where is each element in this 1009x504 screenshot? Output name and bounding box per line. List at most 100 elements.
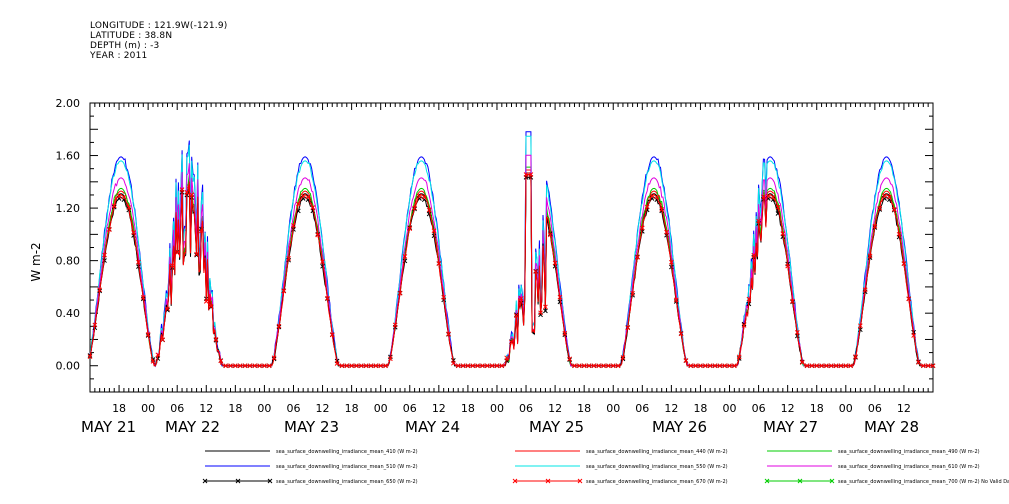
x-hour-label: 18 xyxy=(461,402,475,415)
data-point xyxy=(824,363,829,369)
x-day-label: MAY 25 xyxy=(529,418,584,436)
x-hour-label: 18 xyxy=(228,402,242,415)
data-point xyxy=(121,194,127,200)
legend-label: sea_surface_downwelling_irradiance_mean_… xyxy=(276,479,418,485)
data-point xyxy=(160,337,166,343)
data-point xyxy=(87,354,93,360)
data-point xyxy=(315,232,321,238)
data-point xyxy=(97,287,103,293)
data-point xyxy=(203,299,209,304)
data-point xyxy=(930,363,936,369)
data-point xyxy=(799,360,805,365)
data-point xyxy=(247,363,253,369)
data-point xyxy=(107,227,112,232)
data-point xyxy=(901,261,907,267)
y-tick-label: 1.60 xyxy=(56,150,81,163)
y-tick-label: 2.00 xyxy=(56,97,81,110)
x-hour-label: 18 xyxy=(693,402,707,415)
data-point xyxy=(325,295,330,301)
data-point xyxy=(465,363,471,369)
data-point xyxy=(383,363,388,369)
data-point xyxy=(727,363,732,369)
depth-label: DEPTH (m) : -3 xyxy=(90,41,160,51)
data-point xyxy=(455,363,461,369)
y-tick-label: 0.80 xyxy=(56,255,81,268)
data-point xyxy=(601,363,606,369)
x-hour-label: 18 xyxy=(577,402,591,415)
data-point xyxy=(131,230,136,235)
data-point xyxy=(649,193,655,199)
data-point xyxy=(804,363,810,369)
y-tick-label: 0.40 xyxy=(56,307,81,320)
data-point xyxy=(140,295,146,300)
data-point xyxy=(547,232,553,238)
data-point xyxy=(480,363,485,369)
data-point xyxy=(683,358,689,363)
data-point xyxy=(639,229,645,234)
x-hour-label: 06 xyxy=(868,402,882,415)
data-point xyxy=(678,331,684,337)
data-point xyxy=(925,363,931,369)
x-hour-label: 06 xyxy=(403,402,417,415)
data-point xyxy=(412,205,417,211)
data-point xyxy=(581,363,587,369)
x-hour-label: 00 xyxy=(257,402,271,415)
data-point xyxy=(828,363,834,369)
x-day-label: MAY 21 xyxy=(81,418,136,436)
data-point xyxy=(867,253,873,259)
data-point xyxy=(688,363,694,369)
data-point xyxy=(223,363,229,369)
data-point xyxy=(819,363,824,369)
data-point xyxy=(446,331,451,337)
x-hour-label: 06 xyxy=(519,402,533,415)
legend-label: sea_surface_downwelling_irradiance_mean_… xyxy=(586,464,728,470)
data-point xyxy=(257,363,262,369)
data-point xyxy=(509,339,514,345)
data-point xyxy=(150,359,156,364)
data-point xyxy=(906,296,912,302)
legend-marker xyxy=(512,478,518,484)
series-markers xyxy=(87,172,936,369)
series-line xyxy=(89,131,933,368)
data-point xyxy=(639,225,645,231)
data-point xyxy=(363,363,369,369)
data-point xyxy=(920,363,926,369)
data-point xyxy=(305,194,311,200)
data-point xyxy=(513,312,519,318)
data-point xyxy=(111,203,117,209)
x-day-label: MAY 23 xyxy=(284,418,339,436)
data-point xyxy=(378,363,384,369)
x-hour-label: 12 xyxy=(781,402,795,415)
data-point xyxy=(354,363,359,369)
data-point xyxy=(460,363,466,369)
data-point xyxy=(576,363,582,369)
data-point xyxy=(426,207,432,213)
data-point xyxy=(741,323,747,328)
data-point xyxy=(809,363,815,369)
data-point xyxy=(320,259,325,264)
data-point xyxy=(310,205,316,210)
data-point xyxy=(436,261,442,266)
data-point xyxy=(373,363,379,369)
data-point xyxy=(170,263,175,268)
data-point xyxy=(218,358,224,364)
data-point xyxy=(276,323,282,329)
data-point xyxy=(610,363,616,369)
data-point xyxy=(557,294,563,300)
data-point xyxy=(291,223,296,228)
x-hour-label: 00 xyxy=(141,402,155,415)
legend-label: sea_surface_downwelling_irradiance_mean_… xyxy=(586,479,728,485)
legend-marker xyxy=(797,478,803,484)
x-hour-label: 18 xyxy=(810,402,824,415)
data-point xyxy=(349,363,354,369)
data-point xyxy=(843,363,849,369)
data-point xyxy=(184,189,190,195)
data-point xyxy=(102,252,107,258)
data-point xyxy=(712,363,718,369)
x-hour-label: 18 xyxy=(345,402,359,415)
data-point xyxy=(155,356,161,361)
data-point xyxy=(116,193,122,199)
data-point xyxy=(174,250,180,256)
data-point xyxy=(421,194,427,200)
data-point xyxy=(853,354,858,359)
